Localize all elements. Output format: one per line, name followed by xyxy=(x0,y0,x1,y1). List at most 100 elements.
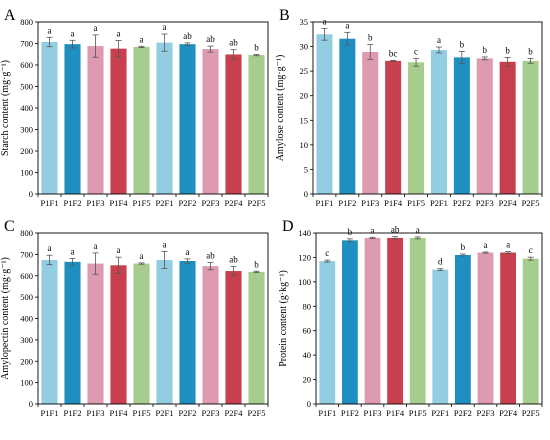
x-tick-label: P2F5 xyxy=(522,198,540,208)
bar xyxy=(41,41,58,195)
x-tick-label: P1F3 xyxy=(87,198,105,208)
significance-letter: a xyxy=(94,241,98,251)
y-tick-label: 700 xyxy=(20,39,33,49)
bar xyxy=(430,50,447,194)
plot-frame xyxy=(37,232,269,405)
x-tick-label: P1F2 xyxy=(64,198,82,208)
error-bar xyxy=(92,34,99,58)
bar xyxy=(476,58,493,194)
panel-label: B xyxy=(279,7,290,24)
x-tick-label: P1F2 xyxy=(341,408,359,418)
y-axis-label: Amylose content (mg·g⁻¹) xyxy=(275,55,286,162)
panel-label: C xyxy=(4,218,15,235)
error-bar xyxy=(184,42,191,46)
significance-letter: a xyxy=(71,28,75,38)
x-tick-label: P2F3 xyxy=(202,408,220,418)
x-tick-label: P2F2 xyxy=(454,408,472,418)
significance-letter: a xyxy=(322,16,326,26)
error-bar xyxy=(207,262,214,271)
x-tick-label: P2F4 xyxy=(499,198,518,208)
significance-letter: a xyxy=(163,22,167,32)
bar xyxy=(202,266,219,404)
panel-D: Dc P1F1 b P1F2 a P1F3 ab P1F4 a P1F5 d P2F1 b P2F2 a P2… xyxy=(278,218,543,418)
error-bar xyxy=(435,46,442,54)
significance-letter: a xyxy=(163,239,167,249)
significance-letter: ab xyxy=(229,255,238,265)
error-bar xyxy=(504,56,511,67)
x-tick-label: P2F2 xyxy=(453,198,471,208)
error-bar xyxy=(482,251,489,254)
error-bar xyxy=(344,31,351,46)
panel-label: D xyxy=(282,218,294,235)
bar xyxy=(432,269,449,404)
bar xyxy=(362,51,379,194)
plot-frame xyxy=(37,21,269,195)
error-bar xyxy=(115,40,122,58)
error-bar xyxy=(161,33,168,52)
x-tick-label: P2F5 xyxy=(248,408,266,418)
y-tick-label: 600 xyxy=(20,60,33,70)
y-tick-label: 30 xyxy=(300,42,309,52)
y-tick-label: 0 xyxy=(307,399,311,409)
significance-letter: a xyxy=(94,23,98,33)
error-bar xyxy=(253,270,260,273)
plot-frame xyxy=(312,21,543,195)
bar xyxy=(477,252,494,404)
x-tick-label: P2F1 xyxy=(156,198,174,208)
y-tick-label: 100 xyxy=(20,378,33,388)
error-bar xyxy=(46,254,53,266)
significance-letter: a xyxy=(345,20,349,30)
bar xyxy=(522,60,539,194)
y-axis-label: Protein content (g·kg⁻¹) xyxy=(278,270,289,367)
error-bar xyxy=(527,57,534,64)
y-tick-label: 10 xyxy=(300,140,309,150)
x-tick-label: P2F1 xyxy=(156,408,174,418)
y-tick-label: 25 xyxy=(300,66,309,76)
significance-letter: a xyxy=(140,251,144,261)
error-bar xyxy=(46,36,53,48)
error-bar xyxy=(230,49,237,60)
significance-letter: a xyxy=(506,240,510,250)
error-bar xyxy=(161,250,168,269)
y-tick-label: 20 xyxy=(303,375,312,385)
y-tick-label: 500 xyxy=(20,292,33,302)
significance-letter: a xyxy=(71,246,75,256)
x-tick-label: P1F3 xyxy=(361,198,379,208)
y-tick-label: 20 xyxy=(300,91,309,101)
y-tick-label: 15 xyxy=(300,115,309,125)
y-axis-label: Amylopectin content (mg·g⁻¹) xyxy=(0,257,11,380)
bar xyxy=(341,240,358,404)
error-bar xyxy=(207,45,214,53)
significance-letter: a xyxy=(117,28,121,38)
x-tick-label: P1F5 xyxy=(407,198,425,208)
y-tick-label: 300 xyxy=(20,335,33,345)
panel-label: A xyxy=(4,7,16,24)
y-tick-label: 400 xyxy=(20,103,33,113)
significance-letter: b xyxy=(254,42,259,52)
significance-letter: c xyxy=(529,245,533,255)
y-tick-label: 60 xyxy=(303,326,312,336)
x-tick-label: P1F4 xyxy=(384,198,403,208)
y-tick-label: 0 xyxy=(29,189,33,199)
y-tick-label: 0 xyxy=(304,189,308,199)
error-bar xyxy=(346,238,353,243)
y-tick-label: 500 xyxy=(20,82,33,92)
x-tick-label: P2F3 xyxy=(477,408,495,418)
y-tick-label: 5 xyxy=(304,164,308,174)
significance-letter: b xyxy=(460,39,465,49)
significance-letter: b xyxy=(348,227,353,237)
bar xyxy=(385,60,402,194)
bar xyxy=(87,46,104,194)
significance-letter: ab xyxy=(391,225,400,235)
error-bar xyxy=(392,236,399,240)
error-bar xyxy=(505,251,512,254)
y-tick-label: 800 xyxy=(20,228,33,238)
bar xyxy=(387,237,404,404)
y-tick-label: 800 xyxy=(20,17,33,27)
bar xyxy=(454,254,471,404)
error-bar xyxy=(138,45,145,48)
error-bar xyxy=(459,253,466,257)
significance-letter: b xyxy=(254,259,259,269)
bar xyxy=(316,34,333,195)
